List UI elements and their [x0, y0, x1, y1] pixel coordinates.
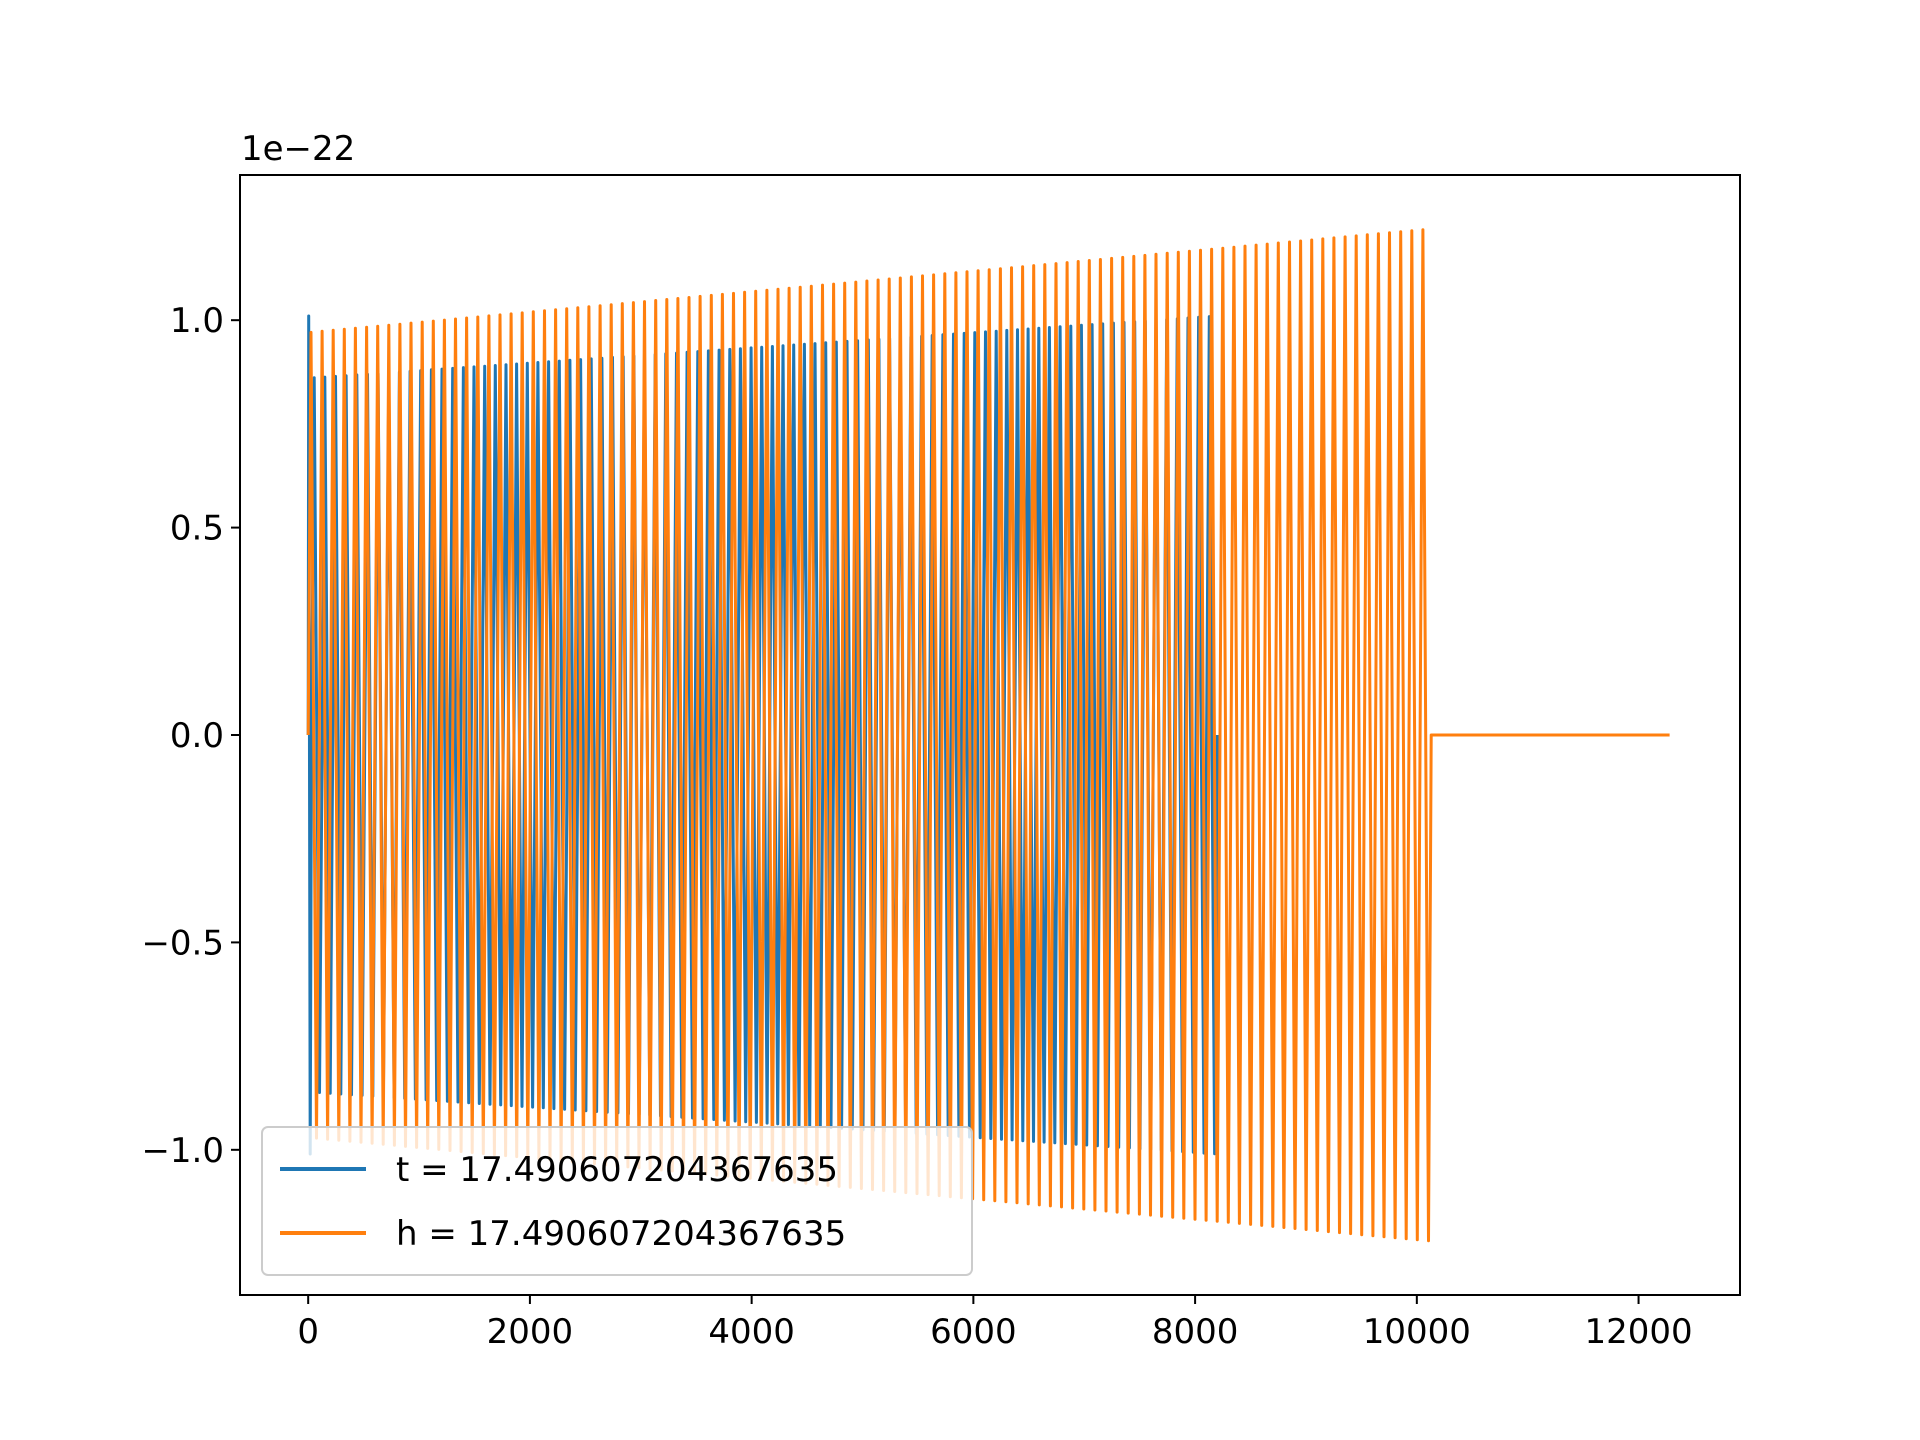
y-tick-label: 0.0 [170, 716, 224, 756]
legend-box [261, 1126, 973, 1276]
y-tick-label: −1.0 [141, 1131, 224, 1171]
y-axis: 1.0 0.5 0.0 −0.5 −1.0 [141, 301, 240, 1171]
legend-label: h = 17.490607204367635 [396, 1214, 846, 1254]
y-tick-label: 1.0 [170, 301, 224, 341]
x-axis: 0 2000 4000 6000 8000 10000 12000 [297, 1295, 1693, 1352]
x-tick-label: 4000 [708, 1312, 795, 1352]
y-tick-label: −0.5 [141, 923, 224, 963]
y-tick-label: 0.5 [170, 509, 224, 549]
x-tick-label: 6000 [930, 1312, 1017, 1352]
x-tick-label: 8000 [1152, 1312, 1239, 1352]
series-layer [306, 228, 1670, 1243]
series-line-h [306, 228, 1670, 1243]
legend: t = 17.490607204367635 h = 17.49060720436… [261, 1126, 973, 1276]
x-tick-label: 10000 [1363, 1312, 1471, 1352]
x-tick-label: 2000 [487, 1312, 574, 1352]
legend-label: t = 17.490607204367635 [396, 1150, 838, 1190]
x-tick-label: 0 [297, 1312, 319, 1352]
x-tick-label: 12000 [1584, 1312, 1692, 1352]
y-offset-label: 1e−22 [241, 129, 355, 169]
series-line-t [306, 314, 1219, 1156]
